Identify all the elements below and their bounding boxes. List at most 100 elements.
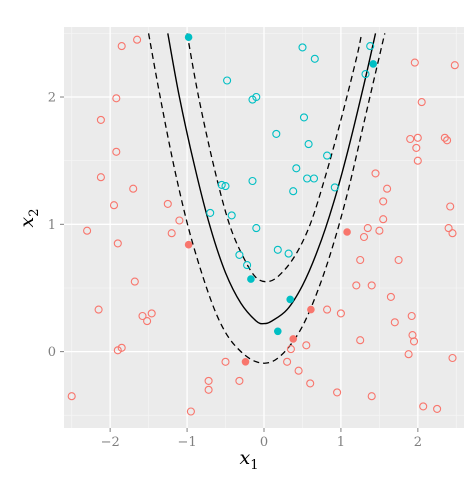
filled-point-red xyxy=(343,228,351,236)
open-point-red xyxy=(109,201,119,210)
open-point-red xyxy=(404,350,413,359)
open-point-red xyxy=(306,379,315,388)
open-point-teal xyxy=(217,180,226,189)
open-point-teal xyxy=(243,261,252,270)
x-tick-label: −2 xyxy=(101,435,120,450)
open-point-red xyxy=(410,58,419,67)
open-point-teal xyxy=(272,129,281,138)
y-axis-title-subscript: 2 xyxy=(27,209,42,217)
open-point-red xyxy=(94,305,103,314)
open-point-red xyxy=(147,309,156,318)
open-point-red xyxy=(175,216,184,225)
filled-point-red xyxy=(184,240,193,249)
open-point-teal xyxy=(221,182,230,191)
open-point-red xyxy=(419,402,428,411)
filled-point-teal xyxy=(273,327,282,336)
open-point-red xyxy=(83,226,92,235)
x-tick-label: 0 xyxy=(260,435,268,450)
open-point-red xyxy=(379,197,388,206)
open-point-red xyxy=(363,224,372,233)
open-point-red xyxy=(446,202,455,211)
filled-point-teal xyxy=(286,295,295,304)
open-point-red xyxy=(359,232,369,242)
open-point-red xyxy=(409,337,419,346)
filled-point-red xyxy=(289,335,298,343)
open-point-red xyxy=(386,292,395,301)
open-point-teal xyxy=(292,164,301,173)
open-point-red xyxy=(67,392,76,401)
open-point-teal xyxy=(252,224,261,233)
axes: −2 −1 0 1 2 0 1 2 xyxy=(48,91,422,450)
open-point-red xyxy=(323,305,332,314)
open-point-red xyxy=(407,311,416,321)
x-tick-label: 1 xyxy=(337,435,345,450)
open-point-teal xyxy=(289,187,298,196)
x-tick-label: 2 xyxy=(414,435,422,450)
open-point-red xyxy=(448,353,457,363)
open-point-red xyxy=(336,309,345,318)
open-point-red xyxy=(367,281,376,290)
open-point-teal xyxy=(304,140,313,149)
decision-boundary-line xyxy=(167,33,377,325)
open-point-red xyxy=(96,173,105,182)
open-point-teal xyxy=(309,174,319,183)
open-point-red xyxy=(133,35,142,44)
x-axis-title: x1 xyxy=(240,447,259,473)
y-tick-label: 0 xyxy=(48,345,56,360)
open-point-teal xyxy=(227,211,236,220)
open-point-red xyxy=(129,184,138,193)
open-point-red xyxy=(283,357,292,366)
open-point-teal xyxy=(235,250,244,259)
open-point-red xyxy=(221,357,230,366)
open-point-red xyxy=(167,229,176,238)
x-tick-label: −1 xyxy=(177,435,196,450)
open-point-red xyxy=(138,311,147,321)
open-point-red xyxy=(352,281,361,290)
open-point-red xyxy=(356,336,365,345)
open-point-red xyxy=(302,341,311,350)
open-point-red xyxy=(112,94,121,103)
filled-point-teal xyxy=(184,33,193,41)
open-point-red xyxy=(333,388,342,397)
open-point-red xyxy=(113,239,122,248)
open-point-red xyxy=(440,133,449,142)
boundary-curves xyxy=(147,33,386,364)
open-point-red xyxy=(367,392,376,401)
open-point-red xyxy=(143,317,152,326)
open-point-teal xyxy=(298,43,307,52)
open-point-red xyxy=(406,134,415,144)
open-point-teal xyxy=(310,54,319,63)
open-point-teal xyxy=(273,245,282,254)
open-point-red xyxy=(448,229,457,238)
open-point-red xyxy=(444,224,453,233)
open-point-red xyxy=(450,61,459,70)
open-point-red xyxy=(390,318,399,327)
points xyxy=(67,33,459,416)
open-point-red xyxy=(443,136,452,145)
open-point-red xyxy=(117,42,126,51)
open-point-red xyxy=(394,255,403,265)
open-point-teal xyxy=(284,249,293,258)
open-point-red xyxy=(130,277,139,286)
y-axis-title-main: x xyxy=(16,217,38,228)
open-point-red xyxy=(356,255,365,265)
open-point-red xyxy=(371,169,380,178)
open-point-red xyxy=(235,376,244,385)
filled-point-teal xyxy=(369,60,378,68)
open-point-red xyxy=(163,199,172,208)
open-point-teal xyxy=(366,42,375,51)
grid xyxy=(64,27,464,428)
open-point-red xyxy=(413,156,422,165)
open-point-teal xyxy=(252,92,261,102)
open-point-red xyxy=(412,143,421,152)
open-point-red xyxy=(117,343,126,352)
open-point-teal xyxy=(323,151,332,160)
x-axis-title-main: x xyxy=(240,447,251,469)
open-point-red xyxy=(286,345,295,354)
open-point-teal xyxy=(361,70,370,79)
open-point-red xyxy=(294,366,303,375)
open-point-red xyxy=(433,404,442,413)
y-tick-label: 2 xyxy=(48,91,56,106)
open-point-red xyxy=(186,407,195,416)
